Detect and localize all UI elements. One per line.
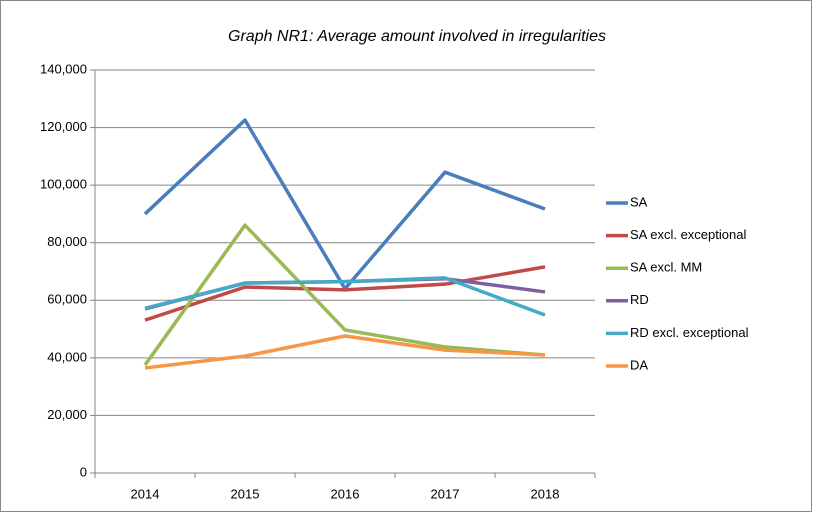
y-tick-label: 20,000 — [47, 407, 87, 422]
x-tick-label: 2014 — [131, 486, 160, 501]
legend-label: RD excl. exceptional — [630, 325, 749, 340]
y-tick-label: 0 — [80, 464, 87, 479]
legend-label: SA excl. MM — [630, 260, 702, 275]
y-tick-label: 100,000 — [40, 177, 87, 192]
legend-label: RD — [630, 292, 649, 307]
x-tick-label: 2015 — [231, 486, 260, 501]
legend-label: SA excl. exceptional — [630, 227, 746, 242]
legend-label: DA — [630, 357, 648, 372]
x-tick-label: 2017 — [431, 486, 460, 501]
series-line — [144, 276, 546, 317]
y-tick-label: 120,000 — [40, 119, 87, 134]
x-tick-label: 2018 — [531, 486, 560, 501]
y-tick-label: 60,000 — [47, 292, 87, 307]
series-line — [144, 334, 546, 370]
series-line — [144, 265, 546, 322]
y-tick-label: 40,000 — [47, 349, 87, 364]
y-tick-label: 80,000 — [47, 234, 87, 249]
y-tick-label: 140,000 — [40, 61, 87, 76]
legend-label: SA — [630, 194, 648, 209]
series-line — [143, 223, 546, 367]
chart-title: Graph NR1: Average amount involved in ir… — [228, 28, 606, 45]
x-tick-label: 2016 — [331, 486, 360, 501]
